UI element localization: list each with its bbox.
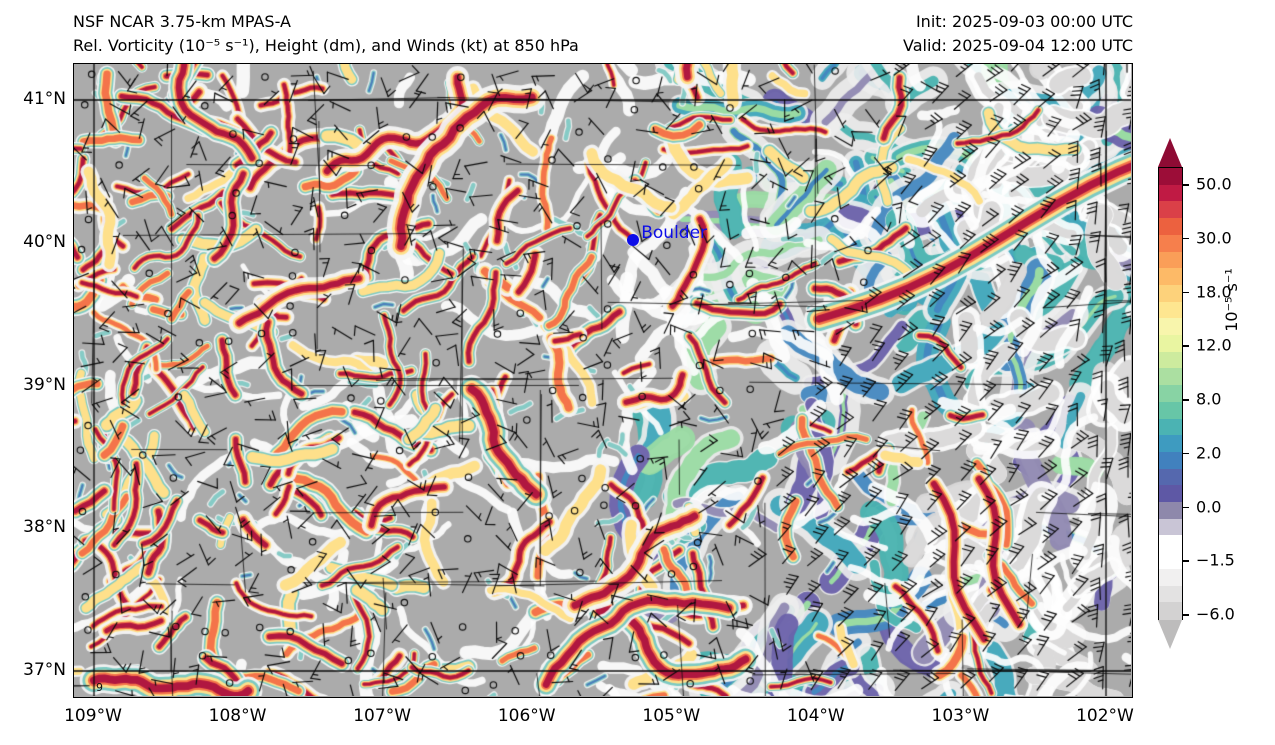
y-tick-label: 37°N	[23, 660, 66, 680]
colorbar-segment	[1159, 401, 1182, 420]
colorbar-tick	[1183, 560, 1189, 562]
colorbar-segment	[1159, 234, 1182, 253]
x-tick-label: 105°W	[642, 706, 701, 726]
colorbar-segment	[1159, 168, 1182, 186]
colorbar-segment	[1159, 518, 1182, 537]
colorbar-segment	[1159, 351, 1182, 370]
colorbar-tick	[1183, 506, 1189, 509]
colorbar-tick	[1183, 184, 1189, 186]
y-tick-label: 40°N	[23, 231, 66, 252]
x-tick-label: 108°W	[208, 706, 267, 726]
colorbar-segment	[1159, 485, 1182, 503]
colorbar-segment	[1159, 418, 1182, 436]
colorbar-segment	[1159, 568, 1182, 587]
colorbar-tick-label: −1.5	[1196, 550, 1235, 570]
colorbar-segment	[1159, 318, 1182, 336]
init-time-label: Init: 2025-09-03 00:00 UTC	[915, 12, 1133, 31]
x-tick-label: 107°W	[353, 706, 412, 726]
colorbar-segment	[1159, 602, 1182, 620]
colorbar-segment	[1159, 335, 1182, 353]
x-tick-label: 102°W	[1076, 706, 1134, 726]
colorbar-tick	[1183, 345, 1189, 347]
colorbar-tick-label: 12.0	[1196, 335, 1232, 355]
contour-label: 9	[96, 681, 103, 694]
colorbar-tick-label: 30.0	[1196, 228, 1232, 248]
colorbar-segment	[1159, 251, 1182, 269]
y-tick-label: 39°N	[23, 374, 66, 395]
colorbar-segment	[1159, 502, 1182, 520]
colorbar-tick	[1183, 237, 1189, 240]
title-line-2: Rel. Vorticity (10⁻⁵ s⁻¹), Height (dm), …	[73, 36, 579, 55]
boulder-marker-dot	[627, 233, 640, 246]
colorbar-segment	[1159, 201, 1182, 219]
x-tick-label: 106°W	[497, 706, 556, 726]
boulder-marker-label: Boulder	[641, 222, 708, 243]
colorbar-body	[1158, 167, 1183, 620]
vorticity-field-canvas	[74, 64, 1131, 696]
colorbar-tick-label: 50.0	[1196, 174, 1232, 194]
x-tick-label: 103°W	[931, 706, 990, 726]
x-tick-label: 109°W	[64, 706, 122, 726]
colorbar-tick-label: 8.0	[1196, 389, 1222, 409]
colorbar-segment	[1159, 284, 1182, 303]
colorbar-under-arrow	[1158, 620, 1182, 649]
colorbar-tick-label: 2.0	[1196, 443, 1222, 463]
colorbar-tick-label: 18.0	[1196, 282, 1232, 301]
colorbar-segment	[1159, 451, 1182, 470]
colorbar-tick	[1183, 614, 1189, 616]
colorbar-segment	[1159, 184, 1182, 202]
title-line-1: NSF NCAR 3.75-km MPAS-A	[73, 12, 291, 31]
colorbar-segment	[1159, 218, 1182, 236]
time-block: Init: 2025-09-03 00:00 UTC Valid: 2025-0…	[903, 10, 1133, 58]
colorbar-tick	[1183, 291, 1189, 294]
colorbar-tick-label: −6.0	[1196, 604, 1235, 624]
colorbar-segment	[1159, 268, 1182, 286]
x-tick-label: 104°W	[786, 706, 845, 726]
colorbar-segment	[1159, 468, 1182, 486]
colorbar-tick-label: 0.0	[1196, 497, 1222, 516]
colorbar-segment	[1159, 435, 1182, 453]
colorbar-segment	[1159, 385, 1182, 403]
colorbar-segment	[1159, 585, 1182, 603]
valid-time-label: Valid: 2025-09-04 12:00 UTC	[902, 36, 1133, 55]
colorbar-tick	[1183, 399, 1189, 401]
colorbar-over-arrow	[1158, 138, 1182, 167]
colorbar-tick	[1183, 452, 1189, 455]
map-plot-area: Boulder 9	[73, 63, 1133, 698]
y-tick-label: 38°N	[23, 517, 66, 538]
colorbar-segment	[1159, 535, 1182, 553]
colorbar-segment	[1159, 301, 1182, 319]
y-tick-label: 41°N	[23, 89, 66, 109]
colorbar-segment	[1159, 552, 1182, 570]
colorbar-segment	[1159, 368, 1182, 386]
title-block: NSF NCAR 3.75-km MPAS-A Rel. Vorticity (…	[73, 10, 579, 58]
colorbar-unit-label: 10⁻⁵ s⁻¹	[1222, 268, 1241, 332]
